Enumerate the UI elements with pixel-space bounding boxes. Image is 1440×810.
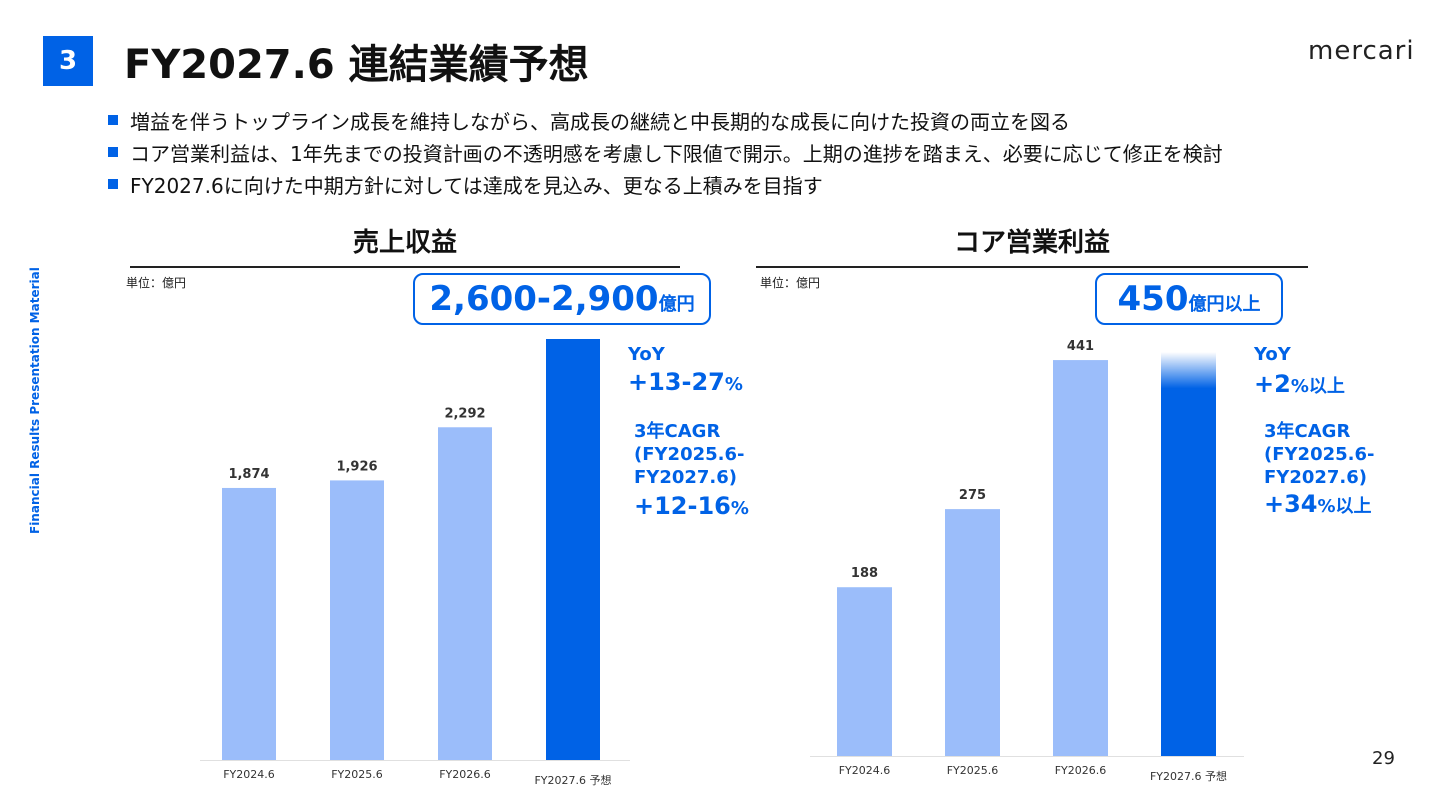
revenue-cagr-value: +12-16% (634, 492, 749, 520)
forecast-bar (1161, 352, 1216, 756)
bar-value-label: 441 (1067, 340, 1094, 354)
revenue-cagr-label: 3年CAGR (FY2025.6- FY2027.6) (634, 421, 745, 488)
bullet-square-icon (108, 147, 118, 157)
bar (837, 587, 892, 756)
core-cagr-value: +34%以上 (1264, 490, 1372, 518)
x-tick-label: FY2025.6 (331, 768, 383, 781)
revenue-target-value: 2,600-2,900 (429, 279, 659, 319)
x-tick-label: FY2026.6 (1055, 764, 1107, 777)
revenue-yoy-label: YoY (628, 344, 665, 365)
core-chart-title: コア営業利益 (953, 228, 1110, 258)
bar (1053, 360, 1108, 756)
x-tick-label: FY2025.6 (947, 764, 999, 777)
bullet-list: 増益を伴うトップライン成長を維持しながら、高成長の継続と中長期的な成長に向けた投… (108, 104, 1408, 200)
bar-value-label: 2,292 (444, 406, 485, 421)
page-title: FY2027.6 連結業績予想 (124, 42, 589, 88)
mercari-logo: mercari (1308, 36, 1415, 66)
core-unit-label: 単位：億円 (760, 276, 821, 290)
section-number-badge: 3 (43, 36, 93, 86)
bar-value-label: 1,874 (228, 467, 269, 482)
revenue-yoy-value: +13-27% (628, 368, 743, 396)
core-target-value: 450 (1117, 279, 1189, 319)
core-cagr-label: 3年CAGR (FY2025.6- FY2027.6) (1264, 421, 1375, 488)
core-target-unit: 億円以上 (1188, 294, 1261, 315)
bullet-text: コア営業利益は、1年先までの投資計画の不透明感を考慮し下限値で開示。上期の進捗を… (130, 141, 1223, 166)
revenue-title-rule (130, 266, 680, 268)
core-yoy-value: +2%以上 (1254, 370, 1345, 398)
side-label: Financial Results Presentation Material (28, 267, 42, 534)
revenue-bar-chart: 1,874 FY2024.6 1,926 FY2025.6 2,292 FY2026.6 F… (200, 339, 630, 787)
x-tick-label: FY2024.6 (223, 768, 275, 781)
core-yoy-label: YoY (1254, 344, 1291, 365)
bar (330, 480, 384, 760)
bullet-square-icon (108, 179, 118, 189)
revenue-chart-title: 売上収益 (352, 228, 457, 258)
x-tick-label: FY2027.6 予想 (534, 773, 611, 787)
bullet-item: 増益を伴うトップライン成長を維持しながら、高成長の継続と中長期的な成長に向けた投… (108, 104, 1408, 136)
revenue-target-box: 2,600-2,900 億円 (413, 273, 711, 325)
bar-value-label: 188 (851, 566, 878, 581)
forecast-bar (546, 339, 600, 760)
revenue-target-unit: 億円 (658, 294, 695, 315)
bar-value-label: 275 (959, 488, 986, 503)
bullet-square-icon (108, 115, 118, 125)
x-tick-label: FY2024.6 (839, 764, 891, 777)
core-target-box: 450 億円以上 (1095, 273, 1283, 325)
revenue-unit-label: 単位：億円 (126, 276, 187, 290)
page-number: 29 (1372, 748, 1395, 769)
bullet-text: 増益を伴うトップライン成長を維持しながら、高成長の継続と中長期的な成長に向けた投… (130, 109, 1070, 134)
x-tick-label: FY2026.6 (439, 768, 491, 781)
x-tick-label: FY2027.6 予想 (1150, 769, 1227, 783)
bar (945, 509, 1000, 756)
bullet-item: コア営業利益は、1年先までの投資計画の不透明感を考慮し下限値で開示。上期の進捗を… (108, 136, 1408, 168)
bar (438, 427, 492, 760)
bar-value-label: 1,926 (336, 459, 377, 474)
core-title-rule (756, 266, 1308, 268)
bar (222, 487, 276, 760)
bullet-text: FY2027.6に向けた中期方針に対しては達成を見込み、更なる上積みを目指す (130, 173, 823, 198)
bullet-item: FY2027.6に向けた中期方針に対しては達成を見込み、更なる上積みを目指す (108, 168, 1408, 200)
core-profit-bar-chart: 188 FY2024.6 275 FY2025.6 441 FY2026.6 FY2027.… (810, 340, 1244, 783)
